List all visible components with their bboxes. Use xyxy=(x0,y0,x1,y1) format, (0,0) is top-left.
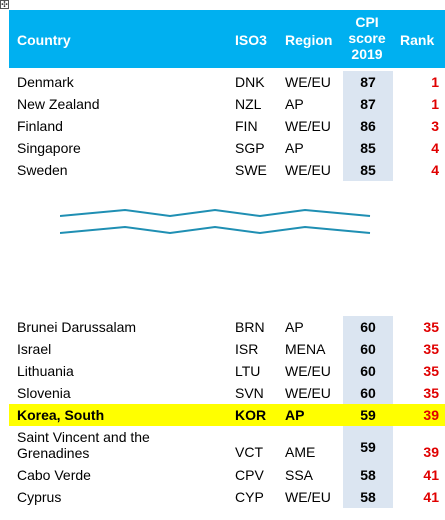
cell-region: WE/EU xyxy=(285,118,331,134)
cell-rank: 4 xyxy=(431,140,439,156)
table-row: Singapore SGP AP 85 4 xyxy=(9,137,445,159)
cell-iso3: CYP xyxy=(235,489,264,505)
cell-country: New Zealand xyxy=(17,96,100,112)
cell-country: Finland xyxy=(17,118,63,134)
cell-country: Cyprus xyxy=(17,489,62,505)
cell-rank: 3 xyxy=(431,118,439,134)
cell-rank: 39 xyxy=(423,407,439,423)
header-rank: Rank xyxy=(400,32,435,48)
cell-iso3: SVN xyxy=(235,385,264,401)
cell-score: 85 xyxy=(343,137,393,159)
table-row: Sweden SWE WE/EU 85 4 xyxy=(9,159,445,181)
cell-score: 58 xyxy=(343,486,393,508)
cell-country: Korea, South xyxy=(17,407,105,423)
cell-score: 60 xyxy=(343,382,393,404)
cell-region: WE/EU xyxy=(285,162,331,178)
header-cpi-line2: score xyxy=(348,30,386,46)
cell-score: 59 xyxy=(343,426,393,464)
cell-score: 86 xyxy=(343,115,393,137)
cell-rank: 35 xyxy=(423,319,439,335)
header-iso3: ISO3 xyxy=(235,32,267,48)
header-cpi-line3: 2019 xyxy=(351,46,383,62)
cell-country: Brunei Darussalam xyxy=(17,319,137,335)
cell-score: 87 xyxy=(343,93,393,115)
cell-country: Lithuania xyxy=(17,363,74,379)
table-header: Country ISO3 Region CPI score 2019 Rank xyxy=(9,10,445,68)
cell-rank: 4 xyxy=(431,162,439,178)
cell-score: 85 xyxy=(343,159,393,181)
cell-iso3: DNK xyxy=(235,74,265,90)
wave-line-top xyxy=(60,208,371,218)
cell-iso3: SWE xyxy=(235,162,267,178)
cell-country: Cabo Verde xyxy=(17,467,91,483)
table-row: New Zealand NZL AP 87 1 xyxy=(9,93,445,115)
cell-rank: 35 xyxy=(423,385,439,401)
cell-region: WE/EU xyxy=(285,363,331,379)
header-cpi-score: CPI score 2019 xyxy=(341,14,393,62)
cell-region: WE/EU xyxy=(285,385,331,401)
header-region: Region xyxy=(285,32,333,48)
cell-region: AP xyxy=(285,319,304,335)
header-country: Country xyxy=(17,32,71,48)
cell-iso3: VCT xyxy=(235,444,263,460)
cell-country: Denmark xyxy=(17,74,74,90)
cell-region: WE/EU xyxy=(285,74,331,90)
cell-score: 60 xyxy=(343,316,393,338)
cell-country-line1: Saint Vincent and the xyxy=(17,429,150,445)
cell-score: 60 xyxy=(343,360,393,382)
cell-rank: 41 xyxy=(423,489,439,505)
table-row: Slovenia SVN WE/EU 60 35 xyxy=(9,382,445,404)
cell-region: SSA xyxy=(285,467,314,483)
cell-iso3: LTU xyxy=(235,363,261,379)
header-cpi-line1: CPI xyxy=(355,14,379,30)
cell-iso3: KOR xyxy=(235,407,267,423)
cell-iso3: NZL xyxy=(235,96,262,112)
cell-region: AP xyxy=(285,140,304,156)
table-row: Cabo Verde CPV SSA 58 41 xyxy=(9,464,445,486)
cell-region: AP xyxy=(285,407,305,423)
cell-country: Slovenia xyxy=(17,385,71,401)
cell-region: AP xyxy=(285,96,304,112)
cell-region: MENA xyxy=(285,341,326,357)
cell-score: 59 xyxy=(343,404,393,426)
cell-country: Sweden xyxy=(17,162,68,178)
cell-region: AME xyxy=(285,444,316,460)
table-row: Denmark DNK WE/EU 87 1 xyxy=(9,71,445,93)
cell-rank: 35 xyxy=(423,341,439,357)
cell-score: 60 xyxy=(343,338,393,360)
cell-iso3: BRN xyxy=(235,319,265,335)
cell-country: Saint Vincent and the Grenadines xyxy=(17,429,150,461)
cell-iso3: SGP xyxy=(235,140,265,156)
table-break-wave xyxy=(60,208,371,235)
cell-score: 87 xyxy=(343,71,393,93)
table-move-handle[interactable]: ✣ xyxy=(0,0,9,9)
cell-iso3: ISR xyxy=(235,341,259,357)
cell-country: Singapore xyxy=(17,140,81,156)
cell-rank: 1 xyxy=(431,96,439,112)
cell-rank: 41 xyxy=(423,467,439,483)
cell-iso3: CPV xyxy=(235,467,264,483)
cell-iso3: FIN xyxy=(235,118,258,134)
table-row: Lithuania LTU WE/EU 60 35 xyxy=(9,360,445,382)
cell-rank: 39 xyxy=(423,444,439,460)
wave-line-bottom xyxy=(60,225,371,235)
cell-region: WE/EU xyxy=(285,489,331,505)
cell-country-line2: Grenadines xyxy=(17,445,90,461)
table-row: Cyprus CYP WE/EU 58 41 xyxy=(9,486,445,508)
cell-country: Israel xyxy=(17,341,52,357)
cell-rank: 35 xyxy=(423,363,439,379)
table-row: Finland FIN WE/EU 86 3 xyxy=(9,115,445,137)
cell-rank: 1 xyxy=(431,74,439,90)
cell-score: 58 xyxy=(343,464,393,486)
table-row: Israel ISR MENA 60 35 xyxy=(9,338,445,360)
table-row: Brunei Darussalam BRN AP 60 35 xyxy=(9,316,445,338)
table-row: Saint Vincent and the Grenadines VCT AME… xyxy=(9,426,445,464)
table-row-highlighted: Korea, South KOR AP 59 39 xyxy=(9,404,445,426)
